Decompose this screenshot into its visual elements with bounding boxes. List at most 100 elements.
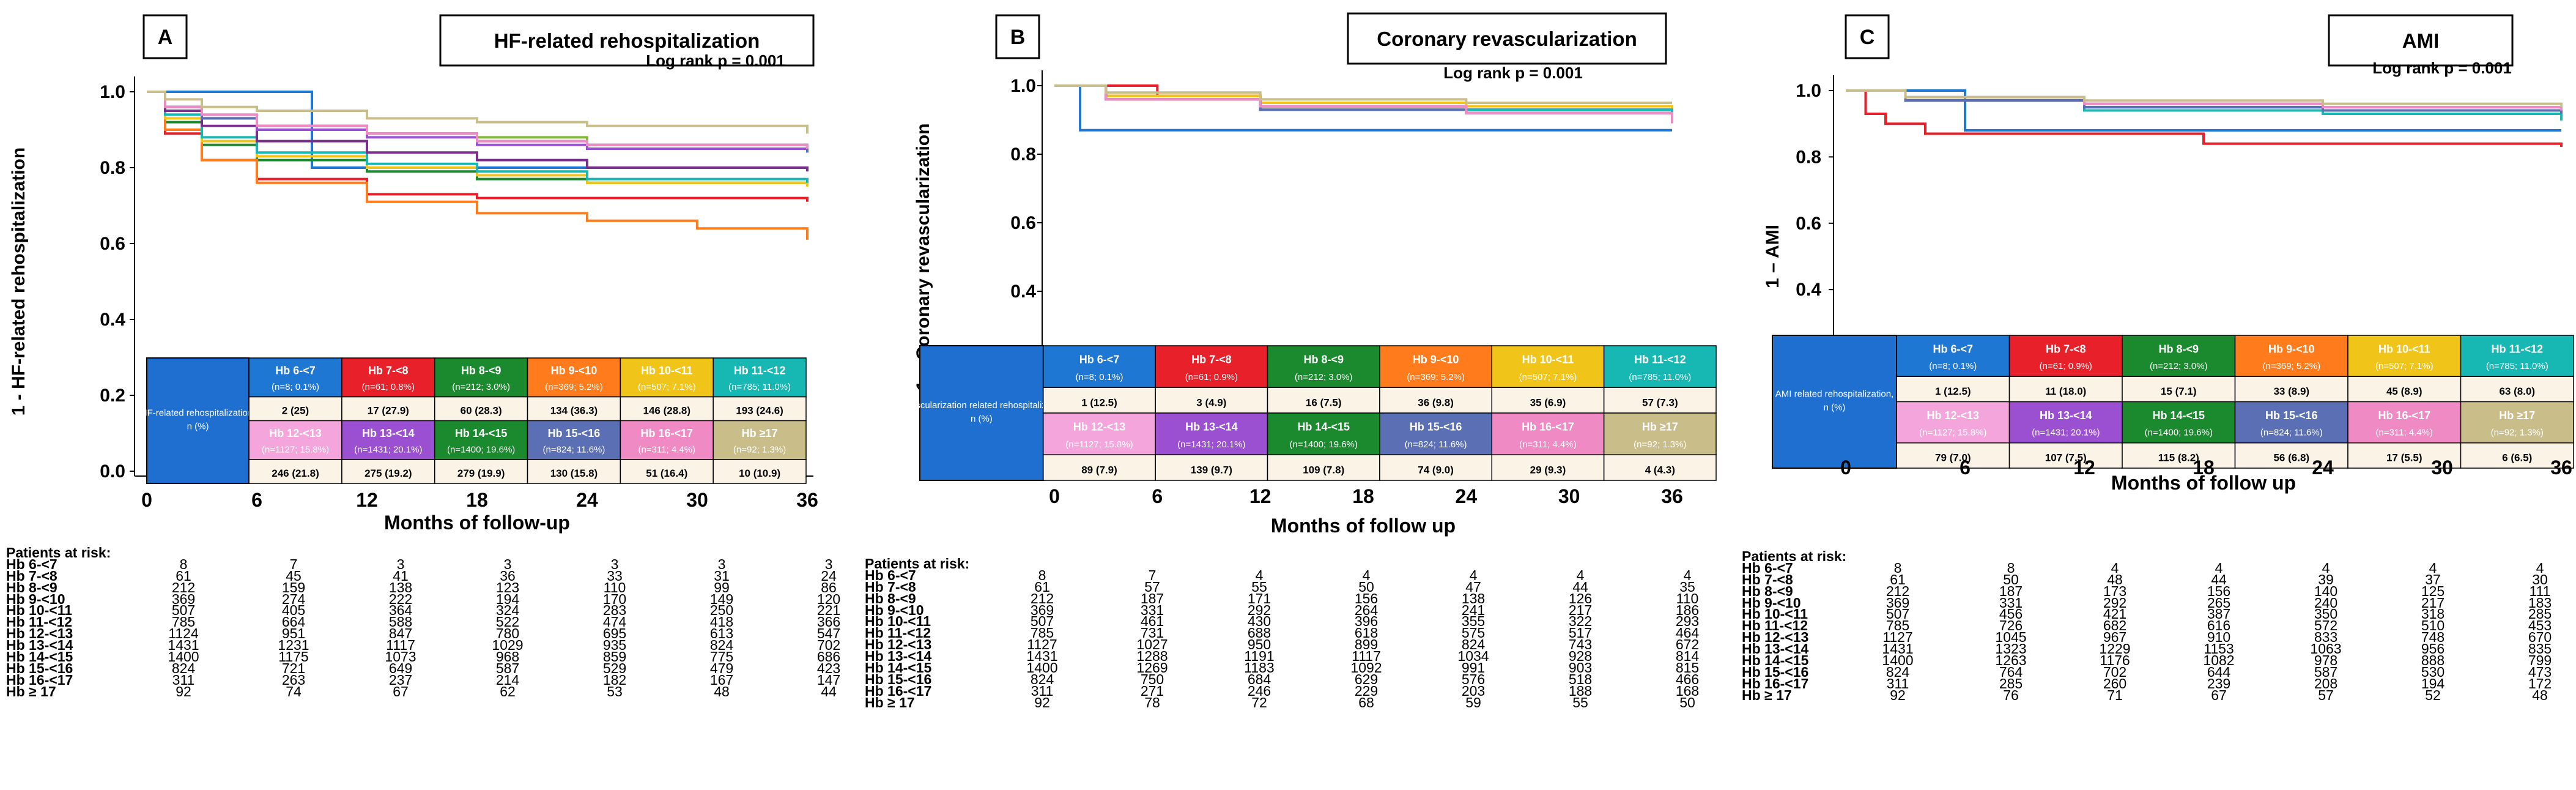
events-value-cell — [434, 459, 528, 484]
risk-table-coronary-revascularization: Patients at risk: Hb 6-<7 8 7 4 4 4 4 4 Hb 7-<8 61… — [865, 557, 1709, 710]
panel-a: A HF-related rehospitalization Log rank p … — [0, 0, 859, 790]
events-value-cell — [2122, 442, 2236, 469]
risk-value: 120 — [816, 591, 841, 607]
risk-value: 369 — [1886, 594, 1910, 611]
risk-value: 824 — [1886, 663, 1910, 680]
risk-value: 775 — [709, 649, 734, 665]
risk-row-label: Hb ≥ 17 — [865, 694, 915, 710]
risk-value: 1323 — [1995, 641, 2027, 657]
risk-value: 126 — [1568, 590, 1593, 606]
risk-value: 517 — [1568, 625, 1593, 641]
risk-row-label: Hb 8-<9 — [1742, 583, 1793, 599]
risk-value: 318 — [2421, 606, 2445, 622]
events-value: 35 (6.9) — [1530, 397, 1566, 408]
events-value: 17 (27.9) — [368, 405, 409, 417]
events-value: 51 (16.4) — [646, 468, 687, 479]
risk-table-row: Hb 12-<13 1127 1027 950 899 824 743 672 — [865, 638, 1709, 652]
panel-letter-box — [142, 14, 188, 59]
events-cell-group: Hb 6-<7 — [1079, 354, 1120, 366]
risk-row-label: Hb 8-<9 — [6, 579, 57, 595]
risk-value: 824 — [171, 660, 196, 676]
risk-value: 461 — [1140, 613, 1164, 630]
risk-value: 507 — [1886, 606, 1910, 622]
risk-value: 1431 — [1026, 648, 1058, 665]
events-cell — [1379, 345, 1493, 388]
risk-value: 260 — [2103, 675, 2127, 691]
risk-value: 859 — [602, 649, 627, 665]
risk-value: 4 — [1469, 567, 1478, 583]
risk-value: 3 — [503, 556, 512, 572]
risk-table-row: Hb 9-<10 369 331 292 264 241 217 186 — [865, 603, 1709, 617]
risk-value: 149 — [709, 591, 734, 607]
risk-table-row: Hb 14-<15 1400 1175 1073 968 859 775 686 — [6, 649, 850, 665]
events-table: AMI related rehospitalization, n (%) Hb 6-… — [1772, 335, 2574, 469]
risk-table-row: Hb ≥ 17 92 76 71 67 57 52 48 — [1742, 687, 2574, 703]
events-value-cell — [248, 459, 342, 484]
risk-value: 814 — [1675, 648, 1700, 665]
events-value: 57 (7.3) — [1642, 397, 1678, 408]
events-cell — [434, 420, 528, 460]
risk-value: 187 — [1999, 583, 2023, 599]
events-cell-group: Hb 12-<13 — [1927, 409, 1980, 422]
series-group — [147, 91, 809, 240]
risk-value: 618 — [1354, 625, 1379, 641]
risk-value: 588 — [388, 614, 413, 630]
risk-value: 629 — [1354, 671, 1379, 687]
series-line-hb-17 — [147, 91, 809, 134]
risk-value: 67 — [393, 683, 409, 699]
y-tick-label: 0.0 — [100, 461, 125, 482]
risk-value: 750 — [1140, 671, 1164, 687]
risk-value: 44 — [2211, 571, 2227, 587]
events-value-cell — [1267, 454, 1380, 481]
events-table-header-cell — [1772, 335, 1898, 469]
risk-row-label: Hb 13-<14 — [6, 637, 73, 654]
events-cell-n: (n=785; 11.0%) — [1629, 372, 1691, 382]
events-value-cell — [712, 396, 807, 422]
events-value-cell — [527, 459, 621, 484]
risk-value: 217 — [2421, 594, 2445, 611]
events-value: 130 (15.8) — [550, 468, 598, 479]
events-table-header-text: AMI related rehospitalization, — [1775, 389, 1893, 400]
risk-row-label: Hb 7-<8 — [1742, 571, 1793, 587]
risk-value: 466 — [1675, 671, 1700, 687]
risk-table-row: Hb 8-<9 212 187 171 156 138 126 110 — [865, 590, 1709, 606]
panel-letter: A — [158, 26, 173, 49]
risk-value: 1176 — [2100, 652, 2130, 669]
km-chart-coronary-revascularization: B Coronary revascularization Log rank p = … — [894, 12, 1717, 537]
risk-value: 159 — [281, 579, 306, 595]
events-value: 109 (7.8) — [1303, 464, 1344, 475]
events-cell-group: Hb 12-<13 — [1073, 421, 1126, 433]
risk-value: 682 — [2103, 617, 2127, 634]
risk-value: 815 — [1675, 660, 1700, 676]
events-cell — [1603, 345, 1717, 388]
x-tick-label: 0 — [141, 489, 152, 511]
risk-value: 92 — [1890, 687, 1906, 703]
events-cell — [527, 420, 621, 460]
events-value-cell — [2347, 376, 2462, 403]
events-cell-group: Hb 13-<14 — [362, 427, 415, 439]
events-cell-group: Hb 7-<8 — [368, 365, 409, 377]
risk-table-row: Hb 14-<15 1400 1269 1183 1092 991 903 815 — [865, 660, 1709, 676]
events-value: 139 (9.7) — [1191, 464, 1232, 475]
events-value: 16 (7.5) — [1306, 397, 1342, 408]
x-tick-label: 18 — [2193, 456, 2215, 479]
risk-value: 71 — [2107, 687, 2123, 703]
events-value: 6 (6.5) — [2502, 452, 2532, 463]
x-tick-label: 30 — [2431, 456, 2453, 479]
risk-value: 138 — [388, 579, 413, 595]
risk-value: 41 — [393, 567, 409, 584]
risk-table-row: Hb 9-<10 369 274 222 194 170 149 120 — [6, 591, 850, 607]
events-value-cell — [2122, 376, 2236, 403]
risk-value: 293 — [1675, 613, 1700, 630]
risk-value: 366 — [816, 614, 841, 630]
risk-table-row: Hb 10-<11 507 405 364 324 283 250 221 — [6, 603, 850, 617]
events-cell-n: (n=507; 7.1%) — [2375, 361, 2434, 371]
risk-row-label: Hb 15-<16 — [865, 671, 932, 687]
risk-value: 50 — [1679, 694, 1695, 710]
risk-value: 1191 — [1244, 648, 1275, 665]
events-cell-n: (n=1400; 19.6%) — [2145, 428, 2213, 438]
risk-row-label: Hb 16-<17 — [865, 682, 932, 699]
risk-table-row: Hb 12-<13 1124 951 847 780 695 613 547 — [6, 625, 850, 642]
risk-value: 1082 — [2203, 652, 2235, 669]
risk-value: 547 — [816, 625, 841, 642]
